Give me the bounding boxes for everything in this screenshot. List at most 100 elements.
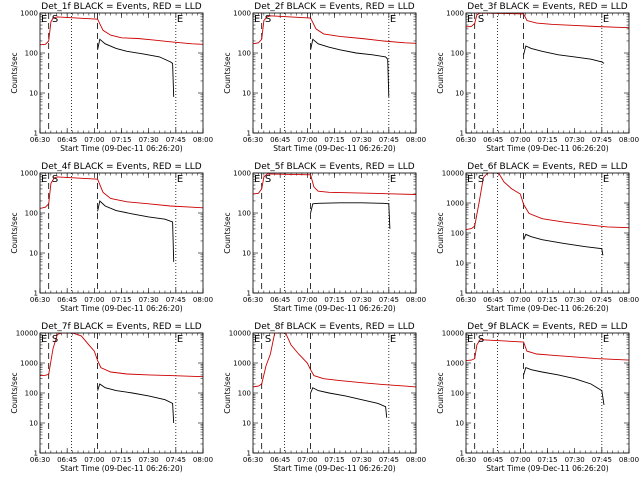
- x-tick-label: 08:00: [619, 136, 639, 144]
- x-tick-label: 06:30: [30, 136, 50, 144]
- x-axis-label: Start Time (09-Dec-11 06:26:20): [273, 304, 395, 313]
- x-tick-label: 06:30: [456, 456, 476, 464]
- x-tick-label: 07:45: [166, 456, 186, 464]
- events-series-line: [97, 38, 175, 97]
- y-tick-label: 1: [247, 450, 251, 458]
- y-axis-label: Counts/sec: [10, 372, 19, 413]
- x-axis-label: Start Time (09-Dec-11 06:26:20): [60, 304, 182, 313]
- detector-panel-1: Det_1f BLACK = Events, RED = LLD 1 10 100 10…: [10, 2, 213, 153]
- x-tick-label: 08:00: [619, 296, 639, 304]
- y-tick-label: 1: [460, 130, 464, 138]
- segment-marker-label: E: [177, 174, 183, 185]
- x-tick-label: 07:00: [297, 296, 317, 304]
- events-series-line: [523, 233, 604, 256]
- panel-title: Det_2f BLACK = Events, RED = LLD: [254, 2, 414, 12]
- y-axis-label: Counts/sec: [436, 212, 445, 253]
- segment-marker-label: E: [254, 334, 260, 345]
- x-tick-label: 07:00: [297, 136, 317, 144]
- x-tick-label: 06:30: [30, 296, 50, 304]
- x-tick-label: 07:45: [379, 136, 399, 144]
- y-axis-label: Counts/sec: [223, 372, 232, 413]
- y-tick-label: 1000: [233, 10, 251, 18]
- y-tick-label: 1: [34, 130, 38, 138]
- x-tick-label: 07:30: [139, 296, 159, 304]
- detector-panel-8: Det_8f BLACK = Events, RED = LLD 1 10 100 10…: [223, 322, 426, 473]
- x-tick-label: 07:15: [537, 296, 557, 304]
- panel-title: Det_4f BLACK = Events, RED = LLD: [41, 162, 201, 172]
- plot-frame: [252, 12, 417, 134]
- segment-marker-label: S: [478, 174, 484, 185]
- y-tick-label: 10000: [442, 170, 464, 178]
- x-tick-label: 06:45: [483, 136, 503, 144]
- x-tick-label: 07:15: [537, 136, 557, 144]
- x-tick-label: 07:30: [352, 456, 372, 464]
- x-axis-label: Start Time (09-Dec-11 06:26:20): [60, 144, 182, 153]
- detector-panel-9: Det_9f BLACK = Events, RED = LLD 1 10 100 10…: [436, 322, 639, 473]
- plot-frame: [39, 332, 204, 454]
- detector-panel-2: Det_2f BLACK = Events, RED = LLD 1 10 100 10…: [223, 2, 426, 153]
- x-tick-label: 07:00: [84, 296, 104, 304]
- x-tick-label: 06:45: [270, 136, 290, 144]
- segment-marker-label: E: [603, 174, 609, 185]
- x-tick-label: 08:00: [619, 456, 639, 464]
- segment-marker-label: E: [177, 14, 183, 25]
- x-tick-label: 07:15: [324, 456, 344, 464]
- y-axis-label: Counts/sec: [436, 372, 445, 413]
- x-tick-label: 08:00: [193, 136, 213, 144]
- y-tick-label: 1000: [446, 10, 464, 18]
- panel-title: Det_3f BLACK = Events, RED = LLD: [467, 2, 627, 12]
- y-tick-label: 10: [29, 420, 38, 428]
- x-tick-label: 07:30: [139, 136, 159, 144]
- lld-series-line: [40, 176, 203, 209]
- y-tick-label: 1000: [233, 170, 251, 178]
- segment-marker-label: E: [390, 14, 396, 25]
- x-tick-label: 06:45: [57, 136, 77, 144]
- segment-marker-label: E: [254, 174, 260, 185]
- lld-series-line: [466, 173, 629, 231]
- x-tick-label: 07:45: [592, 136, 612, 144]
- x-tick-label: 06:45: [483, 296, 503, 304]
- x-tick-label: 06:30: [243, 456, 263, 464]
- detector-panel-4: Det_4f BLACK = Events, RED = LLD 1 10 100 10…: [10, 162, 213, 313]
- segment-marker-label: E: [467, 174, 473, 185]
- y-tick-label: 1000: [20, 360, 38, 368]
- x-tick-label: 07:00: [297, 456, 317, 464]
- y-tick-label: 10: [242, 90, 251, 98]
- x-tick-label: 06:30: [456, 296, 476, 304]
- segment-marker-label: E: [177, 334, 183, 345]
- y-tick-label: 10: [242, 250, 251, 258]
- x-tick-label: 07:30: [352, 296, 372, 304]
- x-tick-label: 07:15: [324, 136, 344, 144]
- x-axis-label: Start Time (09-Dec-11 06:26:20): [60, 464, 182, 473]
- events-series-line: [97, 383, 175, 424]
- x-tick-label: 06:30: [30, 456, 50, 464]
- plot-frame: [465, 172, 630, 294]
- lld-series-line: [40, 333, 203, 378]
- plot-frame: [252, 332, 417, 454]
- y-tick-label: 100: [451, 230, 464, 238]
- plot-frame: [465, 12, 630, 134]
- segment-marker-label: S: [265, 14, 271, 25]
- x-tick-label: 07:30: [565, 296, 585, 304]
- x-tick-label: 06:30: [456, 136, 476, 144]
- x-tick-label: 08:00: [406, 456, 426, 464]
- events-series-line: [310, 202, 391, 229]
- y-tick-label: 1: [460, 290, 464, 298]
- x-tick-label: 07:00: [510, 136, 530, 144]
- x-tick-label: 08:00: [406, 136, 426, 144]
- x-tick-label: 07:00: [510, 296, 530, 304]
- x-tick-label: 07:15: [111, 296, 131, 304]
- lld-series-line: [253, 173, 416, 195]
- x-axis-label: Start Time (09-Dec-11 06:26:20): [273, 464, 395, 473]
- y-tick-label: 100: [238, 50, 251, 58]
- y-tick-label: 10: [455, 260, 464, 268]
- detector-panel-7: Det_7f BLACK = Events, RED = LLD 1 10 100 10…: [10, 322, 213, 473]
- y-tick-label: 10: [455, 90, 464, 98]
- y-tick-label: 1: [247, 130, 251, 138]
- x-axis-label: Start Time (09-Dec-11 06:26:20): [273, 144, 395, 153]
- x-tick-label: 07:30: [139, 456, 159, 464]
- lld-series-line: [466, 339, 629, 362]
- lld-series-line: [253, 15, 416, 45]
- y-tick-label: 10: [455, 420, 464, 428]
